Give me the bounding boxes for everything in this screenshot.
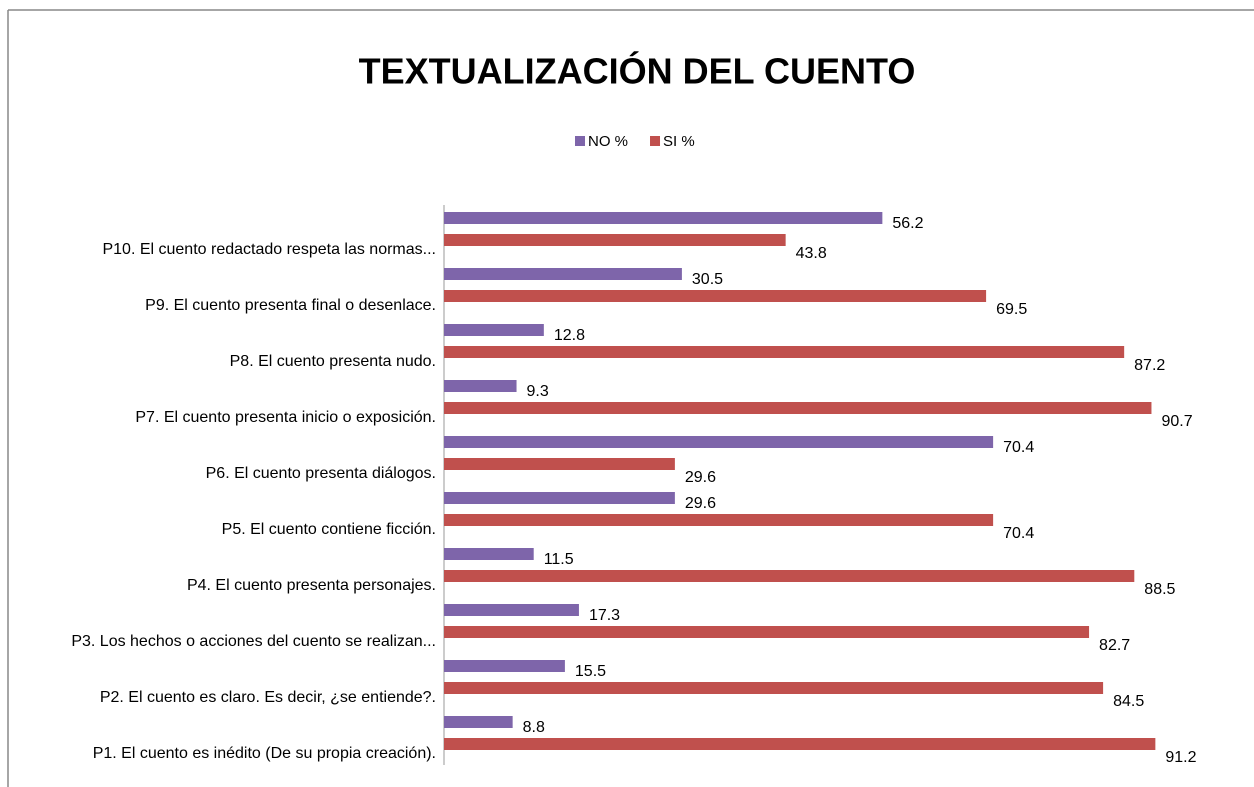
value-label: 29.6 — [685, 469, 716, 486]
bar — [444, 660, 565, 672]
category-label: P10. El cuento redactado respeta las nor… — [102, 241, 436, 258]
bar — [444, 212, 883, 224]
bar — [444, 268, 682, 280]
category-label: P4. El cuento presenta personajes. — [187, 577, 436, 594]
value-label: 15.5 — [575, 663, 606, 680]
value-label: 82.7 — [1099, 637, 1130, 654]
category-label: P7. El cuento presenta inicio o exposici… — [135, 409, 436, 426]
bar — [444, 324, 544, 336]
bar — [444, 682, 1104, 694]
bar — [444, 514, 994, 526]
value-label: 9.3 — [527, 383, 549, 400]
bar — [444, 290, 987, 302]
category-label: P9. El cuento presenta final o desenlace… — [145, 297, 436, 314]
bar — [444, 716, 513, 728]
bar — [444, 402, 1152, 414]
bar — [444, 234, 786, 246]
bar — [444, 346, 1125, 358]
legend-label: NO % — [588, 133, 628, 150]
category-label: P3. Los hechos o acciones del cuento se … — [71, 633, 436, 650]
category-label: P8. El cuento presenta nudo. — [230, 353, 436, 370]
value-label: 70.4 — [1003, 525, 1034, 542]
bar — [444, 626, 1090, 638]
bar — [444, 548, 534, 560]
value-label: 90.7 — [1161, 413, 1192, 430]
category-label: P2. El cuento es claro. Es decir, ¿se en… — [100, 689, 436, 706]
value-label: 69.5 — [996, 301, 1027, 318]
value-label: 91.2 — [1165, 749, 1196, 766]
value-label: 56.2 — [892, 215, 923, 232]
value-label: 43.8 — [796, 245, 827, 262]
value-label: 30.5 — [692, 271, 723, 288]
value-label: 70.4 — [1003, 439, 1034, 456]
value-label: 12.8 — [554, 327, 585, 344]
bar — [444, 458, 675, 470]
category-label: P6. El cuento presenta diálogos. — [206, 465, 436, 482]
value-label: 17.3 — [589, 607, 620, 624]
bar — [444, 492, 675, 504]
legend-swatch — [650, 136, 661, 146]
value-label: 88.5 — [1144, 581, 1175, 598]
bar — [444, 436, 994, 448]
category-label: P1. El cuento es inédito (De su propia c… — [93, 745, 436, 762]
legend-label: SI % — [663, 133, 695, 150]
value-label: 8.8 — [523, 719, 545, 736]
value-label: 87.2 — [1134, 357, 1165, 374]
bar — [444, 738, 1156, 750]
bar — [444, 380, 517, 392]
legend-swatch — [575, 136, 585, 146]
bar — [444, 570, 1135, 582]
category-label: P5. El cuento contiene ficción. — [222, 521, 436, 538]
bar — [444, 604, 579, 616]
value-label: 29.6 — [685, 495, 716, 512]
chart-title: TEXTUALIZACIÓN DEL CUENTO — [359, 50, 916, 92]
value-label: 84.5 — [1113, 693, 1144, 710]
value-label: 11.5 — [544, 551, 574, 568]
